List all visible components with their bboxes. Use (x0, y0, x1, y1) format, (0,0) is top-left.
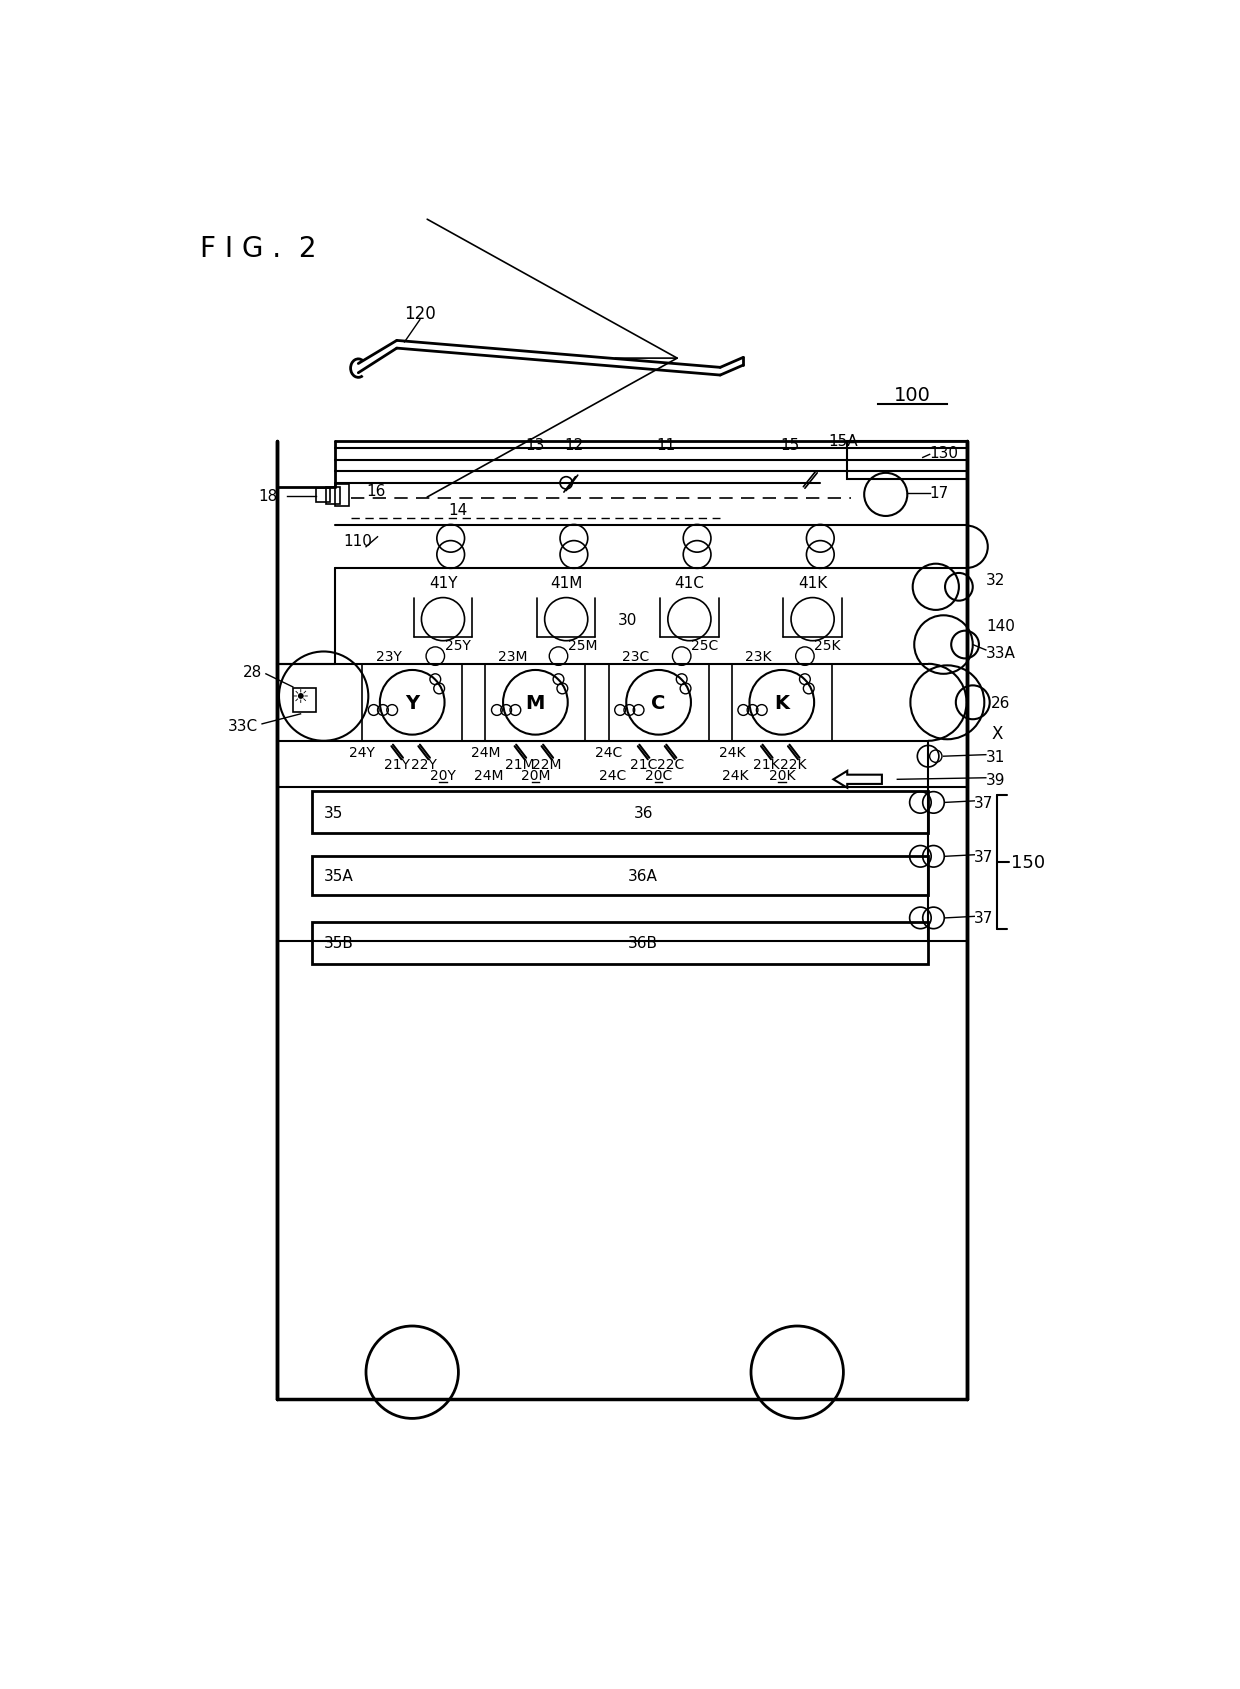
Text: 16: 16 (366, 483, 386, 498)
Text: 22C: 22C (656, 757, 683, 772)
Text: 24M: 24M (475, 768, 503, 784)
Bar (485, 664, 585, 741)
Text: F I G .  2: F I G . 2 (201, 235, 317, 263)
Text: 36A: 36A (629, 868, 658, 883)
Text: 25C: 25C (691, 638, 718, 652)
Text: 11: 11 (657, 437, 676, 453)
Text: 24C: 24C (595, 747, 622, 760)
Text: 23Y: 23Y (376, 650, 402, 664)
Text: 20M: 20M (521, 768, 551, 784)
Text: 24K: 24K (723, 768, 749, 784)
Text: 21Y: 21Y (384, 757, 409, 772)
Text: 17: 17 (930, 486, 949, 502)
Text: 21C: 21C (630, 757, 657, 772)
Text: ☀: ☀ (291, 687, 309, 706)
Text: 36: 36 (634, 806, 653, 821)
Text: 24Y: 24Y (350, 747, 374, 760)
Bar (293, 689, 316, 713)
Text: 25M: 25M (568, 638, 598, 652)
Text: 150: 150 (1012, 855, 1045, 872)
Text: 24K: 24K (718, 747, 745, 760)
Text: 39: 39 (986, 772, 1006, 787)
Text: 26: 26 (991, 696, 1011, 711)
Text: 24M: 24M (471, 747, 500, 760)
Text: 15: 15 (780, 437, 799, 453)
Bar (312, 922, 928, 964)
Text: 15A: 15A (828, 434, 858, 449)
Text: 37: 37 (975, 910, 993, 926)
Bar (335, 485, 350, 507)
Text: 130: 130 (930, 446, 959, 461)
Text: 100: 100 (894, 385, 931, 405)
Text: 23C: 23C (622, 650, 649, 664)
Text: 13: 13 (526, 437, 546, 453)
Text: M: M (526, 694, 546, 713)
Bar (312, 856, 928, 895)
Text: 24C: 24C (599, 768, 626, 784)
Text: 41C: 41C (675, 576, 704, 591)
FancyArrow shape (833, 772, 882, 789)
Text: 35A: 35A (324, 868, 353, 883)
Text: 12: 12 (564, 437, 584, 453)
Text: 33C: 33C (228, 718, 258, 733)
Text: 25K: 25K (815, 638, 841, 652)
Text: K: K (774, 694, 790, 713)
Text: 23K: 23K (745, 650, 773, 664)
Text: 28: 28 (243, 664, 262, 679)
Text: 30: 30 (618, 613, 637, 627)
Text: 21M: 21M (505, 757, 534, 772)
Text: 36B: 36B (629, 936, 658, 951)
Bar (312, 792, 928, 834)
Text: 18: 18 (258, 490, 278, 503)
Text: C: C (651, 694, 666, 713)
Text: 20C: 20C (645, 768, 672, 784)
Text: 33A: 33A (986, 645, 1016, 660)
Text: 120: 120 (404, 306, 435, 323)
Text: 25Y: 25Y (444, 638, 470, 652)
Text: 32: 32 (986, 573, 1006, 588)
Text: 37: 37 (975, 796, 993, 811)
Bar (326, 488, 340, 505)
Text: 35B: 35B (324, 936, 353, 951)
Text: 22Y: 22Y (410, 757, 436, 772)
Text: 20K: 20K (769, 768, 795, 784)
Text: 41Y: 41Y (429, 576, 458, 591)
Text: 41M: 41M (551, 576, 583, 591)
Text: 140: 140 (986, 618, 1014, 633)
Bar (732, 664, 832, 741)
Text: 110: 110 (343, 534, 372, 549)
Text: 14: 14 (449, 503, 467, 519)
Text: Y: Y (405, 694, 419, 713)
Text: 21K: 21K (753, 757, 780, 772)
Text: 31: 31 (986, 750, 1006, 763)
Bar (609, 664, 708, 741)
Text: X: X (991, 725, 1003, 743)
Text: 37: 37 (975, 850, 993, 865)
Text: 41K: 41K (799, 576, 827, 591)
Text: 22M: 22M (532, 757, 562, 772)
Text: 35: 35 (324, 806, 343, 821)
Text: 22K: 22K (780, 757, 806, 772)
Bar (316, 488, 330, 503)
Bar (847, 441, 967, 480)
Text: 23M: 23M (497, 650, 527, 664)
Text: 20Y: 20Y (430, 768, 456, 784)
Bar (362, 664, 463, 741)
